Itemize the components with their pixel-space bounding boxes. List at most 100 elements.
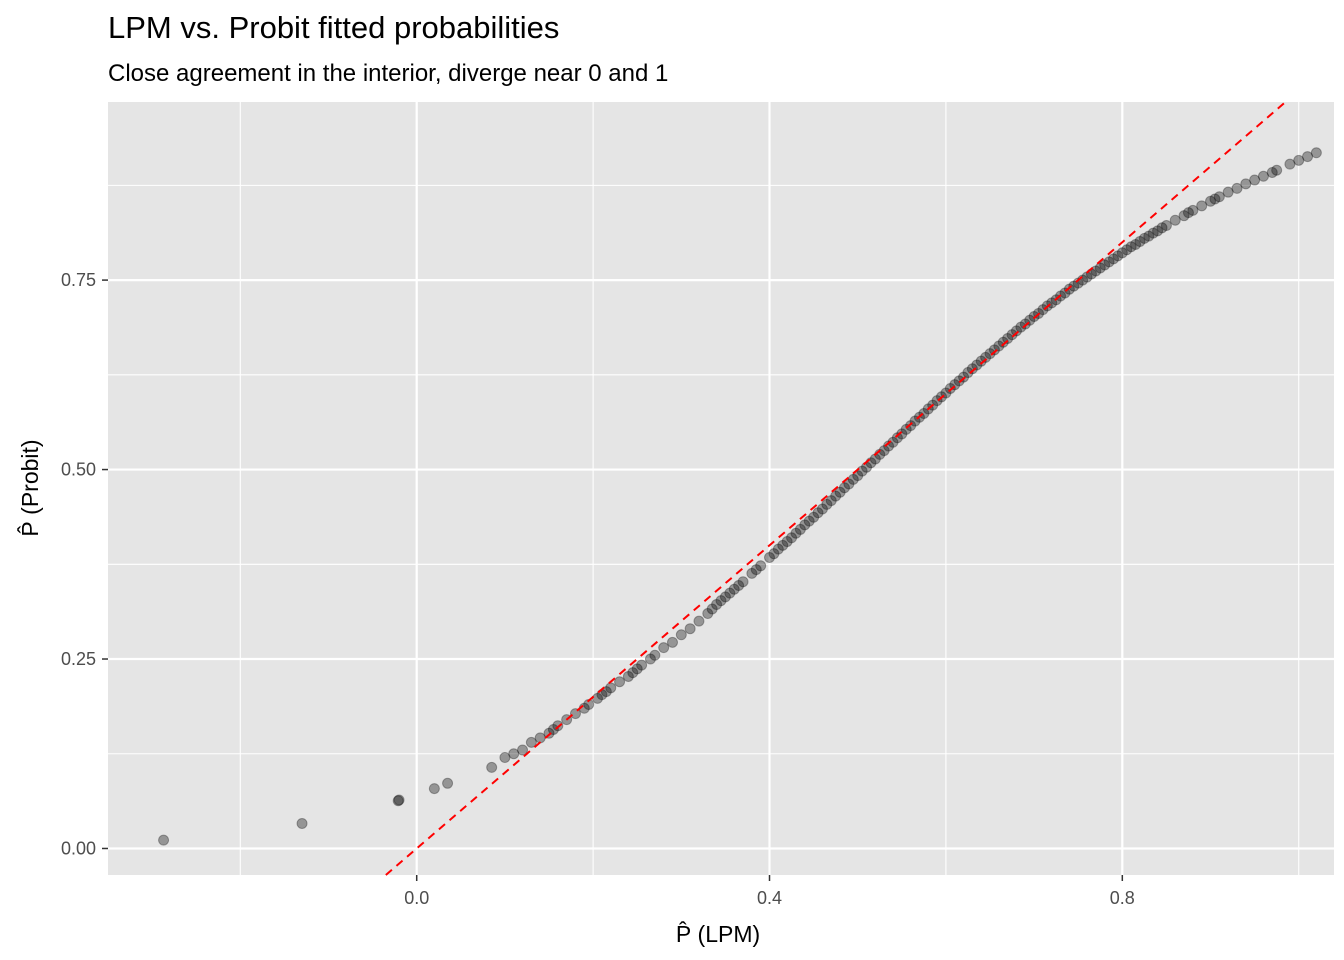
data-point (605, 682, 617, 694)
data-point (997, 336, 1009, 348)
data-point (883, 440, 895, 452)
data-point (1249, 174, 1261, 186)
data-point (821, 498, 833, 510)
data-point (684, 623, 696, 635)
data-point (786, 532, 798, 544)
data-point (486, 761, 498, 773)
data-point (896, 428, 908, 440)
major-gridlines (108, 102, 1334, 875)
data-point (750, 564, 762, 576)
data-point (975, 355, 987, 367)
data-point (1182, 207, 1194, 219)
data-point (1310, 147, 1322, 159)
data-point (988, 344, 1000, 356)
data-point (1222, 186, 1234, 198)
minor-gridlines (108, 102, 1334, 875)
data-point (658, 642, 670, 654)
data-point (984, 348, 996, 360)
data-point (1138, 232, 1150, 244)
data-point (296, 817, 308, 829)
axis-ticks (102, 279, 1124, 881)
x-axis-title: P̂ (LPM) (676, 920, 760, 947)
data-point (980, 351, 992, 363)
reference-line-y-equals-x (385, 101, 1287, 876)
data-point (816, 503, 828, 515)
chart-title: LPM vs. Probit fitted probabilities (108, 10, 560, 45)
data-point (1169, 214, 1181, 226)
data-point (1213, 191, 1225, 203)
data-point (1094, 262, 1106, 274)
data-point (966, 363, 978, 375)
data-point (1284, 158, 1296, 170)
data-point (1209, 193, 1221, 205)
data-point (644, 653, 656, 665)
data-point (1112, 250, 1124, 262)
data-point (1240, 178, 1252, 190)
data-point (525, 736, 537, 748)
data-point (1002, 332, 1014, 344)
data-point (675, 629, 687, 641)
data-point (1015, 321, 1027, 333)
data-point (442, 777, 454, 789)
data-point (772, 543, 784, 555)
data-point (1156, 222, 1168, 234)
data-point (392, 795, 404, 807)
data-point (1010, 325, 1022, 337)
data-point (158, 834, 170, 846)
x-tick-label: 0.8 (1110, 888, 1135, 908)
data-point (781, 536, 793, 548)
data-point (790, 527, 802, 539)
data-point (953, 375, 965, 387)
data-point (649, 649, 661, 661)
tick-labels: 0.0 0.4 0.8 0.00 0.25 0.50 0.75 (61, 270, 1135, 908)
data-point (971, 359, 983, 371)
data-point (428, 783, 440, 795)
data-point (737, 576, 749, 588)
data-point (812, 507, 824, 519)
x-tick-label: 0.4 (757, 888, 782, 908)
data-point (1116, 247, 1128, 259)
data-point (631, 663, 643, 675)
data-point (1107, 253, 1119, 265)
data-point (843, 478, 855, 490)
data-point (1103, 256, 1115, 268)
data-point (1271, 164, 1283, 176)
data-point (711, 598, 723, 610)
data-point (891, 432, 903, 444)
data-point (702, 608, 714, 620)
data-point (794, 523, 806, 535)
data-point (905, 420, 917, 432)
y-tick-label: 0.50 (61, 460, 96, 480)
data-point (552, 720, 564, 732)
data-point (1121, 244, 1133, 256)
data-point (1028, 310, 1040, 322)
data-point (1130, 238, 1142, 250)
data-point (719, 591, 731, 603)
data-point (627, 667, 639, 679)
data-point (799, 519, 811, 531)
data-point (847, 473, 859, 485)
data-point (1178, 210, 1190, 222)
plot-panel (108, 102, 1334, 875)
data-point (1187, 204, 1199, 216)
data-point (393, 794, 405, 806)
data-point (636, 659, 648, 671)
data-point (728, 583, 740, 595)
data-point (803, 515, 815, 527)
data-point (1231, 182, 1243, 194)
data-point (764, 551, 776, 563)
data-point (666, 636, 678, 648)
data-point (1090, 265, 1102, 277)
data-point (746, 567, 758, 579)
data-point (1205, 195, 1217, 207)
y-tick-label: 0.00 (61, 838, 96, 858)
data-point (706, 603, 718, 615)
data-point (1134, 235, 1146, 247)
data-point (733, 580, 745, 592)
data-point (614, 676, 626, 688)
data-point (1302, 151, 1314, 163)
data-point (838, 482, 850, 494)
data-point (825, 495, 837, 507)
data-point (1152, 225, 1164, 237)
